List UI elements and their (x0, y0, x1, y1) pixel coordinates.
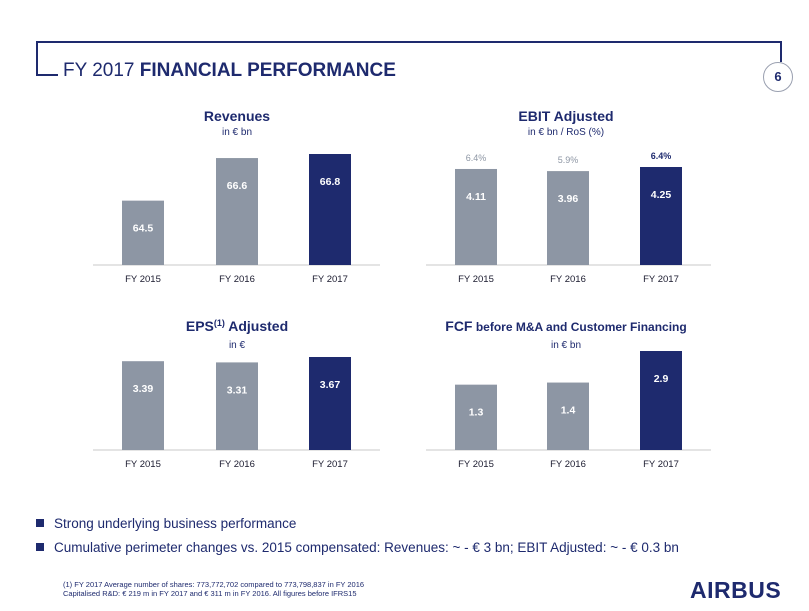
page-number-badge: 6 (763, 62, 793, 92)
bar (309, 357, 351, 450)
airbus-logo: AIRBUS (690, 577, 782, 603)
chart-title: EBIT Adjusted (518, 108, 613, 124)
bar (216, 158, 258, 265)
bullet-text: Strong underlying business performance (54, 515, 297, 531)
category-label: FY 2015 (458, 459, 494, 470)
category-label: FY 2016 (219, 274, 255, 285)
bar (640, 167, 682, 265)
page-title: FY 2017 FINANCIAL PERFORMANCE (63, 60, 396, 82)
bar-top-label: 5.9% (558, 155, 579, 165)
bullet-square-icon (36, 519, 44, 527)
bar-value-label: 2.9 (654, 373, 669, 385)
category-label: FY 2015 (125, 459, 161, 470)
bar-value-label: 3.31 (227, 384, 248, 396)
bar (547, 382, 589, 450)
bullet-text: Cumulative perimeter changes vs. 2015 co… (54, 539, 679, 555)
category-label: FY 2017 (312, 274, 348, 285)
category-label: FY 2015 (458, 274, 494, 285)
category-label: FY 2015 (125, 274, 161, 285)
bullet-list: Strong underlying business performance C… (36, 511, 679, 559)
bar (547, 171, 589, 265)
chart-title-main: EBIT Adjusted (518, 108, 613, 124)
category-label: FY 2017 (643, 459, 679, 470)
category-label: FY 2017 (312, 459, 348, 470)
footnote: (1) FY 2017 Average number of shares: 77… (63, 580, 364, 598)
chart-subtitle: in € (229, 340, 246, 351)
bullet-item: Strong underlying business performance (36, 511, 679, 535)
chart-subtitle: in € bn (551, 340, 581, 351)
category-label: FY 2016 (219, 459, 255, 470)
frame-top-line (36, 41, 781, 43)
bar-top-label: 6.4% (466, 153, 487, 163)
bar-value-label: 4.25 (651, 189, 672, 201)
frame-title-underline (36, 74, 58, 76)
bar (122, 200, 164, 265)
page-title-prefix: FY 2017 (63, 60, 135, 81)
chart-subtitle: in € bn / RoS (%) (528, 127, 604, 138)
category-label: FY 2017 (643, 274, 679, 285)
bar-value-label: 66.8 (320, 176, 341, 188)
category-label: FY 2016 (550, 459, 586, 470)
category-label: FY 2016 (550, 274, 586, 285)
chart-title-main: Revenues (204, 108, 270, 124)
footnote-line: Capitalised R&D: € 219 m in FY 2017 and … (63, 589, 357, 598)
page-title-bold: FINANCIAL PERFORMANCE (139, 60, 396, 81)
chart-title: Revenues (204, 108, 270, 124)
bar (455, 384, 497, 450)
chart-subtitle: in € bn (222, 127, 252, 138)
frame-left-line (36, 41, 38, 74)
frame-right-line (780, 41, 782, 62)
bar-value-label: 3.96 (558, 193, 579, 205)
bar (455, 168, 497, 265)
chart-title-superscript: (1) (214, 318, 225, 328)
chart-title-rest: Adjusted (225, 318, 288, 334)
bar-value-label: 66.6 (227, 180, 248, 192)
chart-title-main: EPS (186, 318, 214, 334)
bar-value-label: 1.4 (561, 405, 576, 417)
bar (122, 361, 164, 450)
bar-value-label: 1.3 (469, 407, 484, 419)
chart-title-main: FCF (445, 318, 473, 334)
bullet-square-icon (36, 543, 44, 551)
bar-value-label: 3.39 (133, 383, 154, 395)
chart-title: EPS(1) Adjusted (186, 318, 288, 334)
footnote-line: (1) FY 2017 Average number of shares: 77… (63, 580, 365, 589)
bar-top-label: 6.4% (651, 151, 672, 161)
chart-title: FCF before M&A and Customer Financing (445, 318, 686, 334)
bar-value-label: 64.5 (133, 223, 154, 235)
chart-title-rest: before M&A and Customer Financing (472, 320, 686, 334)
bar (309, 154, 351, 265)
bullet-item: Cumulative perimeter changes vs. 2015 co… (36, 535, 679, 559)
bar (640, 351, 682, 450)
bar-value-label: 3.67 (320, 379, 341, 391)
bar (216, 362, 258, 450)
bar-value-label: 4.11 (466, 191, 486, 203)
